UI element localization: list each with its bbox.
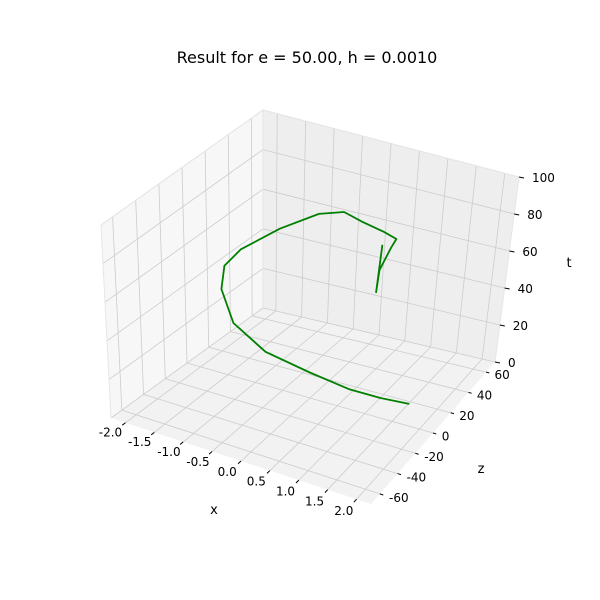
z-tick-mark bbox=[486, 371, 490, 374]
x-tick-mark bbox=[208, 451, 213, 455]
grid-line-z-left bbox=[227, 134, 231, 332]
x-axis-label: x bbox=[210, 503, 218, 518]
z-tick-label: -60 bbox=[389, 491, 409, 505]
t-tick-mark bbox=[514, 213, 520, 216]
z-axis-label: z bbox=[478, 462, 485, 477]
t-tick-mark bbox=[509, 250, 515, 253]
z-tick-label: 40 bbox=[477, 389, 492, 403]
grid-line-z-floor bbox=[252, 315, 487, 373]
pane-edge bbox=[100, 224, 112, 419]
grid-line-t-back bbox=[262, 228, 505, 289]
grid-line-x-back bbox=[404, 150, 420, 342]
grid-line-z-left bbox=[158, 183, 166, 379]
grid-line-x-back bbox=[378, 143, 392, 336]
z-tick-mark bbox=[415, 452, 419, 455]
grid-line-x-back bbox=[455, 165, 477, 354]
t-tick-mark bbox=[494, 361, 501, 364]
t-tick-label: 80 bbox=[527, 208, 542, 222]
x-tick-label: -0.5 bbox=[186, 455, 209, 469]
t-tick-mark bbox=[504, 287, 510, 290]
z-tick-label: 20 bbox=[459, 409, 474, 423]
grid-line-t-left bbox=[104, 188, 264, 303]
grid-line-z-floor bbox=[186, 362, 434, 434]
series-line bbox=[220, 211, 410, 405]
grid-line-t-back bbox=[262, 149, 515, 215]
grid-line-t-left bbox=[108, 268, 264, 380]
t-tick-mark bbox=[499, 324, 505, 327]
t-tick-label: 20 bbox=[513, 319, 528, 333]
tick-marks: -2.0 -1.5 -1.0 -0.5 0.0 0.5 1.0 1.5 2.0 -60 -40 -20… bbox=[99, 171, 555, 518]
grid-line-t-left bbox=[102, 149, 264, 264]
z-tick-label: 0 bbox=[442, 430, 450, 444]
grid-line-z-left bbox=[181, 167, 188, 364]
grid-line-t-back bbox=[262, 268, 500, 326]
pane-edge bbox=[100, 109, 264, 226]
pane-edge bbox=[494, 176, 520, 363]
x-tick-label: 1.5 bbox=[305, 494, 324, 508]
grid-line-z-floor bbox=[165, 378, 416, 454]
x-tick-label: -1.5 bbox=[128, 435, 151, 449]
x-tick-label: 0.5 bbox=[247, 475, 266, 489]
axis-edges bbox=[100, 109, 520, 419]
x-tick-mark bbox=[324, 489, 329, 493]
x-tick-mark bbox=[179, 441, 184, 445]
grid-line-x-back bbox=[430, 158, 449, 348]
x-tick-mark bbox=[237, 460, 242, 465]
z-tick-mark bbox=[450, 412, 455, 415]
z-tick-mark bbox=[468, 391, 472, 394]
z-tick-label: -40 bbox=[407, 470, 427, 484]
x-tick-mark bbox=[295, 479, 300, 484]
x-tick-label: -1.0 bbox=[157, 445, 180, 459]
grid-line-z-floor bbox=[230, 331, 469, 393]
grid-line-z-floor bbox=[143, 394, 398, 474]
t-axis-label: t bbox=[566, 256, 571, 271]
x-tick-label: -2.0 bbox=[99, 425, 122, 439]
x-tick-mark bbox=[353, 498, 357, 503]
chart-title: Result for e = 50.00, h = 0.0010 bbox=[177, 48, 438, 67]
z-tick-mark bbox=[379, 493, 384, 496]
grid-line-t-back bbox=[262, 307, 496, 363]
grid-line-t-back bbox=[262, 188, 510, 252]
x-tick-mark bbox=[121, 422, 126, 426]
grid-line-x-back bbox=[275, 113, 278, 312]
z-tick-label: 60 bbox=[495, 368, 510, 382]
x-tick-label: 1.0 bbox=[276, 485, 295, 499]
pane-edge bbox=[262, 109, 520, 178]
x-tick-mark bbox=[150, 431, 155, 436]
grid-line-z-floor bbox=[121, 409, 380, 495]
grid-line-z-left bbox=[204, 151, 210, 348]
series-layer bbox=[220, 211, 410, 405]
x-tick-label: 0.0 bbox=[218, 465, 237, 479]
t-tick-mark bbox=[518, 176, 525, 179]
x-tick-label: 2.0 bbox=[334, 504, 353, 518]
grid-line-z-left bbox=[135, 200, 144, 395]
z-tick-label: -20 bbox=[424, 450, 444, 464]
z-tick-mark bbox=[397, 473, 402, 476]
grid-line-t-left bbox=[106, 228, 264, 342]
grid-line-x-back bbox=[327, 128, 335, 324]
grid-line-z-left bbox=[251, 118, 253, 316]
grid-line-x-back bbox=[481, 173, 506, 360]
t-tick-label: 60 bbox=[522, 245, 537, 259]
floor-pane bbox=[111, 308, 495, 504]
grid-line-z-left bbox=[112, 216, 123, 411]
t-tick-label: 100 bbox=[532, 171, 555, 185]
t-tick-label: 0 bbox=[508, 356, 516, 370]
grid-line-x-back bbox=[352, 136, 363, 330]
t-tick-label: 40 bbox=[518, 282, 533, 296]
x-tick-mark bbox=[266, 470, 271, 474]
z-tick-mark bbox=[432, 432, 437, 435]
